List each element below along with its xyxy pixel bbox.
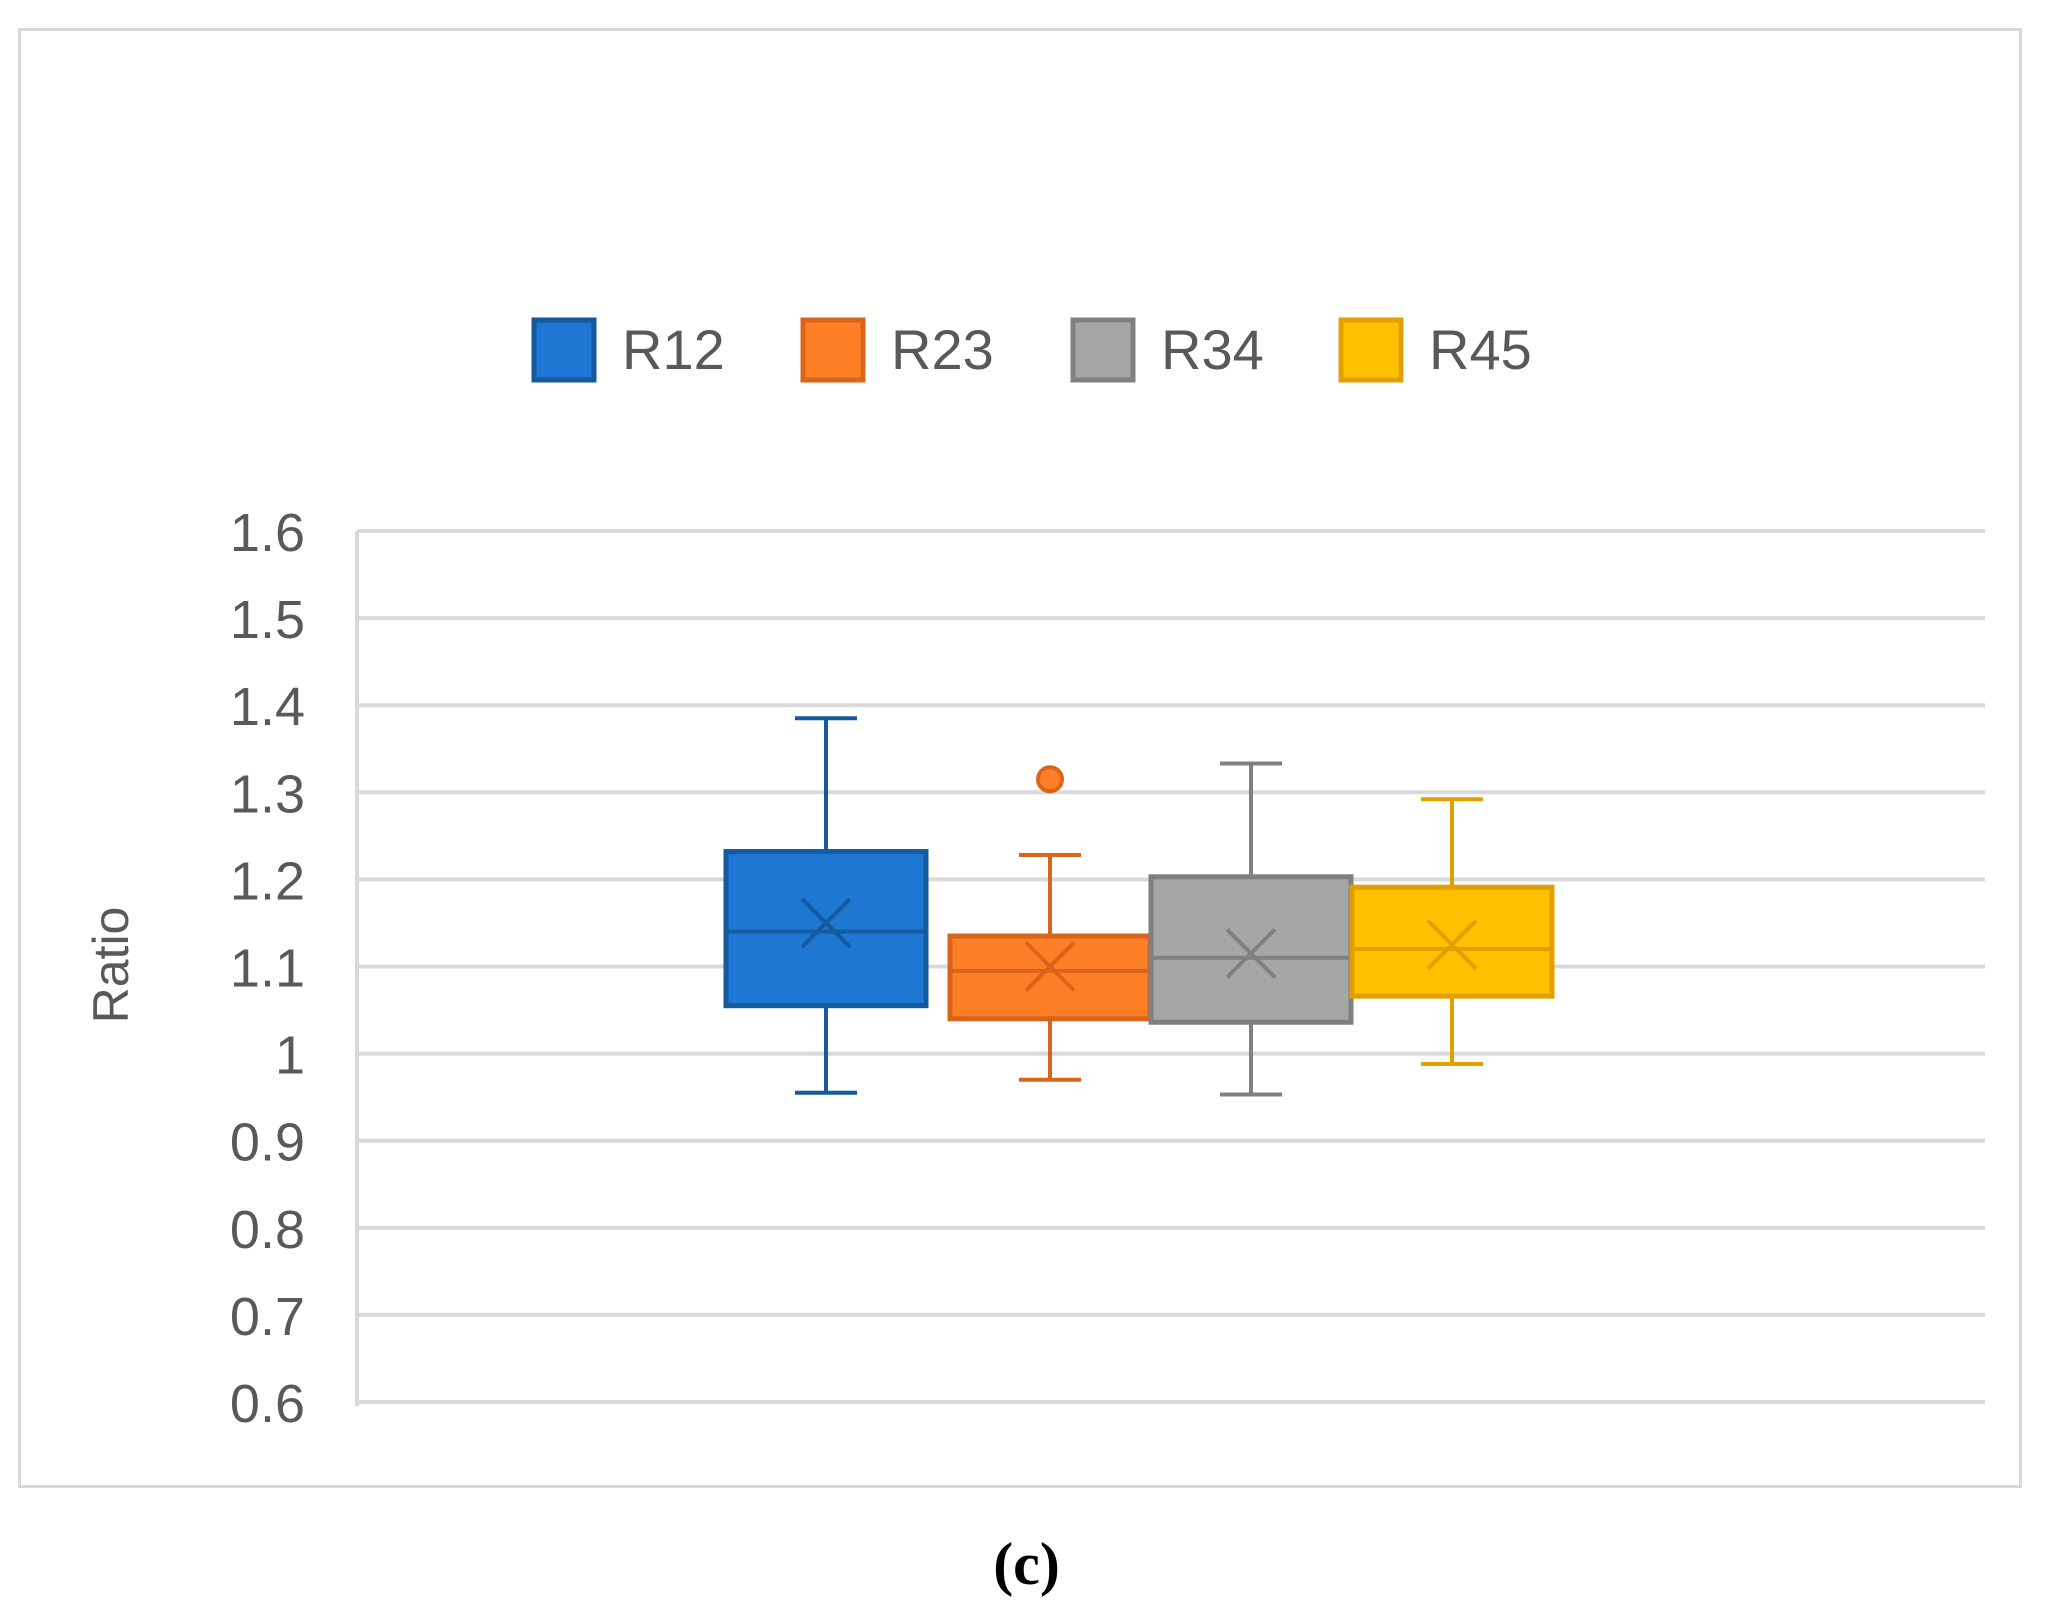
legend-label: R34 (1161, 318, 1264, 381)
box-r45 (1349, 797, 1555, 1067)
legend-swatch (1338, 317, 1404, 383)
legend-item-r12: R12 (531, 317, 725, 383)
iqr-box (1349, 884, 1555, 999)
y-tick-label: 1.1 (230, 939, 305, 999)
y-tick-label: 1 (275, 1026, 305, 1086)
y-tick-label: 1.4 (230, 677, 305, 737)
outlier-point (1036, 765, 1064, 794)
legend-swatch (1070, 317, 1136, 383)
mean-marker (1024, 941, 1076, 992)
y-tick-label: 1.2 (230, 851, 305, 911)
figure-caption: (c) (993, 1531, 1060, 1597)
legend-swatch (531, 317, 597, 383)
legend-label: R23 (891, 318, 994, 381)
mean-marker (1426, 919, 1478, 971)
chart-frame (18, 28, 2022, 1488)
box-r23 (947, 765, 1153, 1082)
mean-marker (1225, 928, 1277, 979)
y-tick-label: 0.8 (230, 1200, 305, 1260)
iqr-box (1148, 874, 1354, 1025)
y-tick-labels: 1.6 1.5 1.4 1.3 1.2 1.1 1 0.9 0.8 0.7 0.6 (230, 503, 305, 1434)
iqr-box (723, 849, 929, 1009)
gridlines (357, 529, 1985, 1404)
legend-item-r45: R45 (1338, 317, 1532, 383)
legend-label: R12 (622, 318, 725, 381)
mean-marker (800, 897, 852, 949)
legend-swatch (800, 317, 866, 383)
legend-item-r34: R34 (1070, 317, 1264, 383)
iqr-box (947, 933, 1153, 1022)
y-axis-label: Ratio (83, 907, 139, 1024)
y-tick-label: 1.6 (230, 503, 305, 563)
legend: R12 R23 R34 R45 (531, 317, 1532, 383)
legend-item-r23: R23 (800, 317, 994, 383)
y-tick-label: 0.9 (230, 1113, 305, 1173)
y-tick-label: 1.3 (230, 764, 305, 824)
y-tick-label: 1.5 (230, 590, 305, 650)
box-r34 (1148, 761, 1354, 1097)
y-tick-label: 0.7 (230, 1287, 305, 1347)
boxes (723, 716, 1555, 1097)
legend-label: R45 (1429, 318, 1532, 381)
box-r12 (723, 716, 929, 1095)
y-tick-label: 0.6 (230, 1374, 305, 1434)
